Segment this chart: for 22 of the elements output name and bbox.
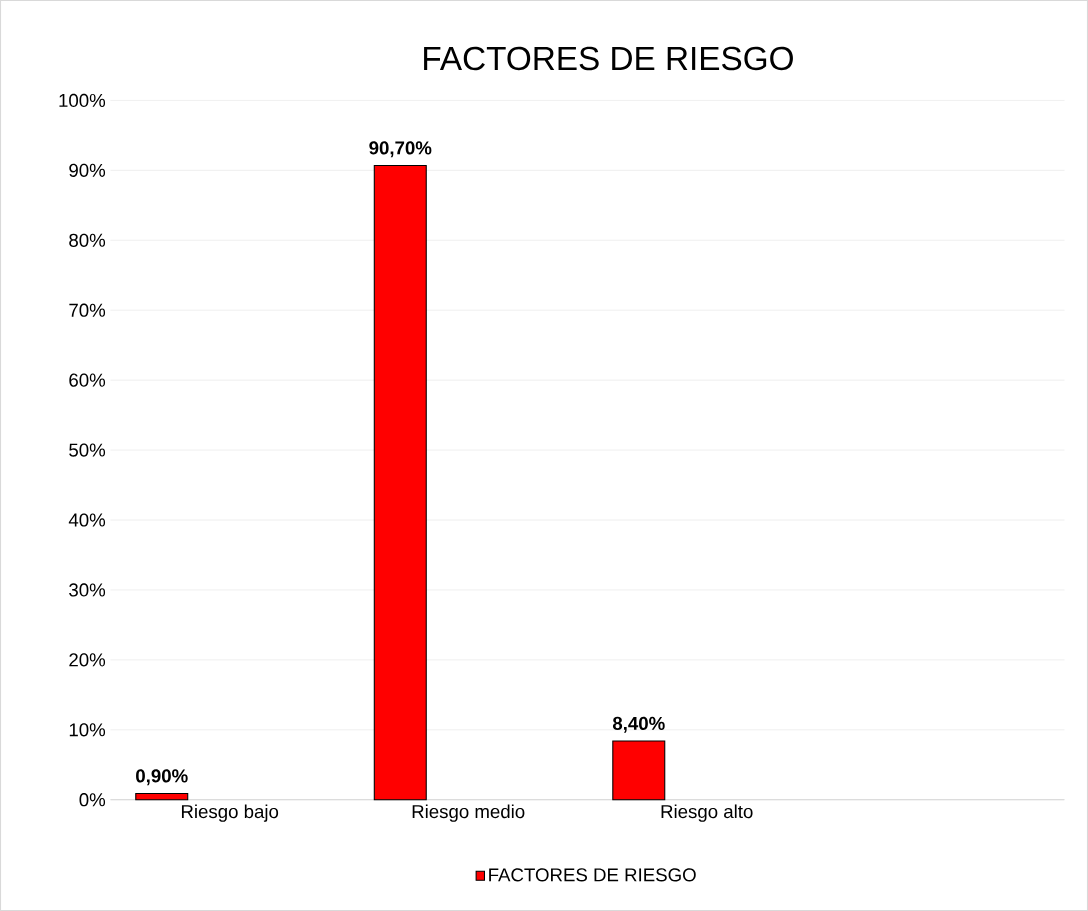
y-tick-label: 70%	[69, 303, 106, 317]
legend-label: FACTORES DE RIESGO	[489, 868, 696, 882]
x-tick-label: Riesgo medio	[412, 804, 525, 822]
data-label: 8,40%	[612, 716, 665, 733]
bar	[135, 792, 189, 801]
y-tick-label: 20%	[69, 653, 106, 667]
y-tick-label: 60%	[69, 373, 106, 387]
bar	[373, 164, 427, 801]
y-tick-label: 90%	[69, 163, 106, 177]
bar	[612, 740, 666, 801]
y-tick-label: 30%	[69, 583, 106, 597]
data-label: 0,90%	[136, 769, 188, 786]
y-tick-label: 40%	[68, 513, 106, 527]
y-tick-label: 50%	[69, 443, 106, 457]
y-tick-label: 80%	[69, 233, 106, 247]
x-tick-label: Riesgo alto	[661, 804, 753, 822]
chart-title: FACTORES DE RIESGO	[424, 46, 793, 71]
data-label: 90,70%	[369, 141, 432, 158]
y-tick-label: 100%	[59, 93, 106, 107]
x-tick-label: Riesgo bajo	[181, 804, 279, 822]
y-tick-label: 0%	[79, 793, 106, 807]
y-tick-label: 10%	[69, 723, 106, 737]
